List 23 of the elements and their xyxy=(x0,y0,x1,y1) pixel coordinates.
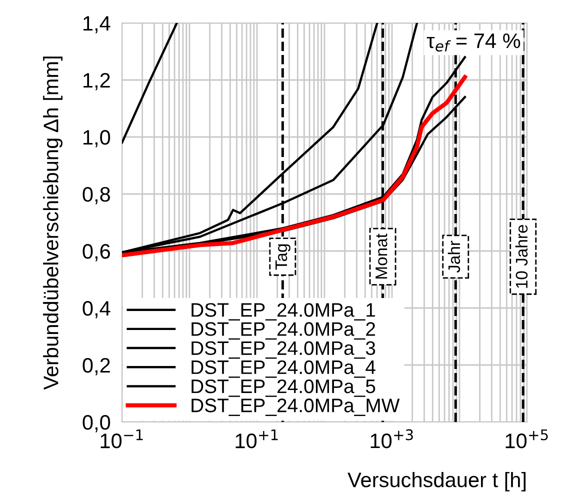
legend-label: DST_EP_24.0MPa_1 xyxy=(192,303,376,321)
x-tick-label: 10$^{+1}$ xyxy=(236,429,278,448)
y-tick-label: 0,2 xyxy=(82,358,110,376)
ref-line-label: Tag xyxy=(276,244,290,270)
legend-label: DST_EP_24.0MPa_4 xyxy=(192,360,376,378)
x-tick-label: 10$^{+5}$ xyxy=(506,429,548,448)
y-tick-label: 0,6 xyxy=(82,244,110,262)
legend-label: DST_EP_24.0MPa_2 xyxy=(192,322,375,340)
legend-label: DST_EP_24.0MPa_3 xyxy=(192,341,376,359)
annotation: τ$_{ef}$ = 74 % xyxy=(426,33,520,52)
y-tick-label: 1,4 xyxy=(84,16,110,34)
y-tick-label: 1,2 xyxy=(84,73,110,90)
y-tick-label: 0,8 xyxy=(82,187,110,204)
y-tick-label: 0,4 xyxy=(82,301,110,318)
ref-line-label: 10 Jahre xyxy=(515,225,528,288)
x-tick-label: 10$^{+3}$ xyxy=(370,429,413,448)
y-axis-title: Verbunddübelverschiebung Δh [mm] xyxy=(43,56,62,390)
legend-label: DST_EP_24.0MPa_MW xyxy=(192,398,400,416)
ref-line-label: Jahr xyxy=(448,240,460,273)
y-tick-label: 1,0 xyxy=(84,130,110,148)
legend-label: DST_EP_24.0MPa_5 xyxy=(192,379,376,397)
x-axis-title: Versuchsdauer t [h] xyxy=(348,472,526,492)
ref-line-label: Monat xyxy=(376,234,388,278)
